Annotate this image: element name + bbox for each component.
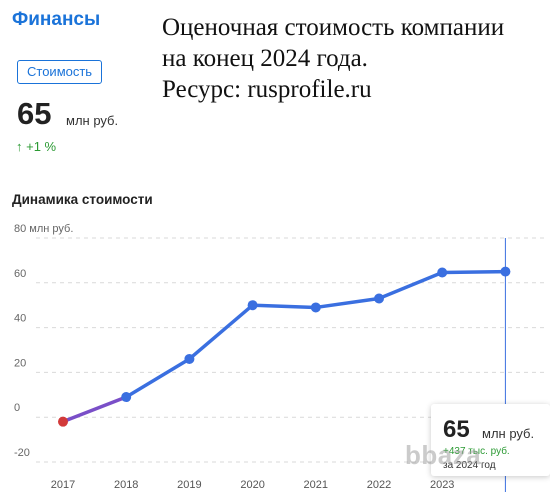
y-tick-label: 20: [14, 357, 26, 369]
watermark-logo: bbaza: [405, 440, 482, 470]
data-point: [184, 353, 195, 364]
data-point: [437, 267, 448, 278]
summary-change: ↑ +1 %: [16, 139, 57, 154]
series-segment: [314, 296, 381, 310]
tooltip-value: 65: [443, 416, 470, 443]
section-title: Финансы: [12, 9, 101, 30]
x-tick-label: 2023: [430, 479, 454, 491]
series-segment: [250, 303, 318, 310]
data-point: [121, 392, 132, 403]
caption-line: на конец 2024 года.: [162, 45, 368, 72]
chart-title: Динамика стоимости: [12, 192, 153, 207]
caption-overlay: Оценочная стоимость компании на конец 20…: [162, 12, 504, 105]
data-point: [374, 293, 384, 304]
series-segment: [377, 270, 444, 301]
x-tick-label: 2018: [114, 479, 138, 491]
data-point: [58, 416, 68, 427]
series-segment: [124, 357, 192, 399]
data-point: [310, 302, 321, 313]
y-tick-label: 80 млн руб.: [14, 223, 73, 235]
series-segment: [440, 269, 508, 275]
x-tick-label: 2017: [51, 479, 75, 491]
tab-value[interactable]: Стоимость: [17, 60, 103, 84]
summary-value: 65: [17, 96, 52, 131]
data-point: [247, 300, 258, 311]
series-segment: [61, 395, 128, 424]
x-tick-label: 2019: [177, 479, 201, 491]
series-segment: [187, 303, 255, 361]
y-tick-label: -20: [14, 447, 30, 459]
y-tick-label: 0: [14, 402, 20, 414]
data-point: [500, 266, 511, 277]
y-tick-label: 60: [14, 268, 26, 280]
x-tick-label: 2022: [367, 479, 391, 491]
tooltip-unit: млн руб.: [482, 426, 535, 441]
tooltip-date: за 2024 год: [443, 460, 496, 471]
tooltip-change: +437 тыс. руб.: [443, 446, 510, 457]
x-tick-label: 2021: [304, 479, 328, 491]
caption-line: Ресурс: rusprofile.ru: [162, 76, 372, 103]
caption-line: Оценочная стоимость компании: [162, 14, 505, 41]
chart-tooltip: 65 млн руб. +437 тыс. руб. за 2024 год: [431, 404, 550, 476]
summary-unit: млн руб.: [66, 113, 119, 128]
y-tick-label: 40: [14, 313, 26, 325]
x-tick-label: 2020: [240, 479, 264, 491]
